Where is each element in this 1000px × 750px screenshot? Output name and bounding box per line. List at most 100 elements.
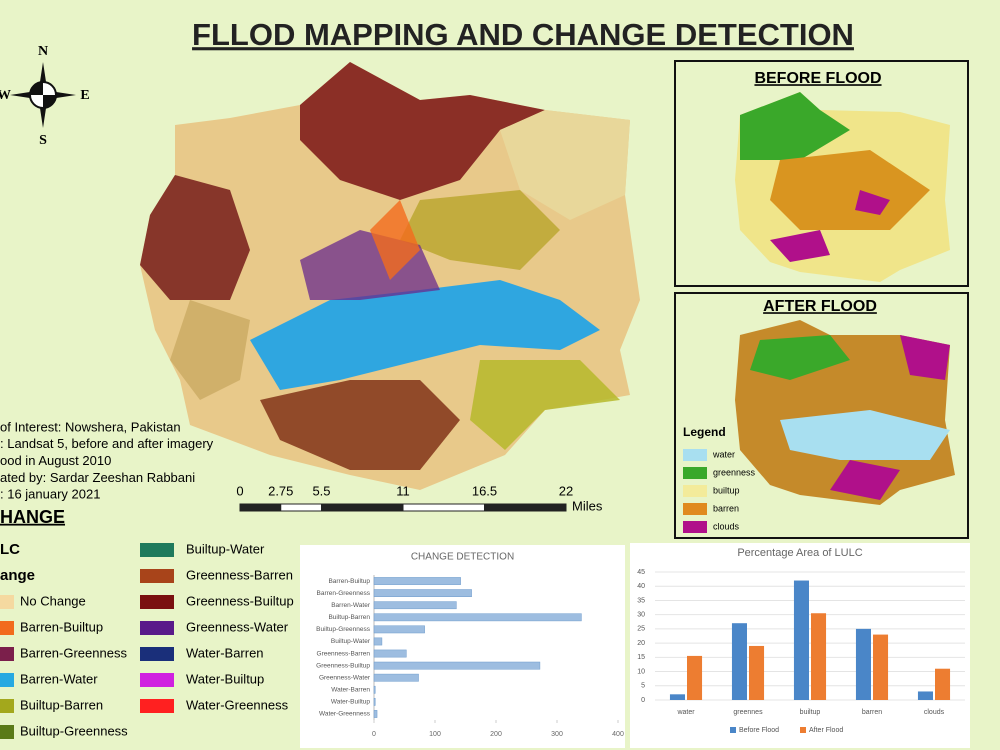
- y-tick-label: Water-Builtup: [331, 699, 371, 706]
- before-flood-frame: [674, 60, 969, 287]
- change-label: Water-Barren: [186, 645, 264, 660]
- bar: [373, 673, 419, 682]
- x-tick-label: 300: [551, 731, 563, 738]
- scale-segment: [239, 503, 282, 512]
- bar: [917, 691, 933, 700]
- bar: [687, 655, 703, 700]
- change-swatch: [0, 647, 14, 661]
- change-swatch: [140, 569, 174, 583]
- bar: [373, 577, 461, 585]
- change-swatch: [140, 595, 174, 609]
- x-tick-label: greennes: [733, 709, 763, 716]
- legend-label: builtup: [713, 485, 740, 495]
- y-tick-label: Greenness-Barren: [317, 650, 371, 657]
- bar: [373, 661, 541, 670]
- change-label: Builtup-Water: [186, 541, 265, 556]
- legend-swatch: [683, 521, 707, 533]
- change-swatch: [0, 621, 14, 635]
- legend-title: Legend: [683, 425, 726, 439]
- y-tick-label: 40: [637, 583, 645, 590]
- y-tick-label: 20: [637, 640, 645, 647]
- compass-w: W: [0, 88, 11, 103]
- bar: [811, 613, 827, 700]
- y-tick-label: Barren-Builtup: [328, 578, 370, 585]
- y-tick-label: Barren-Greenness: [317, 590, 371, 597]
- change-swatch: [0, 699, 14, 713]
- y-tick-label: Builtup-Water: [331, 638, 371, 645]
- change-label: Greenness-Barren: [186, 567, 293, 582]
- bar: [935, 668, 951, 700]
- legend-swatch: [800, 727, 806, 733]
- change-swatch: [0, 673, 14, 687]
- change-heading: HANGE: [0, 507, 65, 527]
- bar: [373, 613, 582, 622]
- scale-unit: Miles: [572, 498, 603, 513]
- main-map: [140, 62, 640, 490]
- info-line: ated by: Sardar Zeeshan Rabbani: [0, 470, 195, 485]
- scale-label: 16.5: [472, 483, 497, 498]
- bar: [373, 589, 472, 597]
- change-label: Greenness-Builtup: [186, 593, 294, 608]
- scale-segment: [484, 503, 567, 512]
- y-tick-label: Greenness-Water: [319, 674, 371, 681]
- chart-title: Percentage Area of LULC: [737, 547, 862, 559]
- x-tick-label: 100: [429, 731, 441, 738]
- change-label: Barren-Water: [20, 671, 98, 686]
- change-swatch: [0, 595, 14, 609]
- scale-label: 11: [396, 483, 410, 498]
- y-tick-label: 10: [637, 668, 645, 675]
- compass: N S W E: [0, 44, 90, 148]
- change-label: Builtup-Greenness: [20, 723, 128, 738]
- info-line: : Landsat 5, before and after imagery: [0, 436, 214, 451]
- bar: [731, 623, 747, 700]
- bar: [373, 637, 383, 646]
- after-flood-map: [735, 320, 955, 505]
- change-label: Water-Greenness: [186, 697, 289, 712]
- chart-panel: [300, 545, 625, 748]
- info-line: of Interest: Nowshera, Pakistan: [0, 419, 181, 434]
- after-flood-frame: [674, 292, 969, 539]
- title: FLLOD MAPPING AND CHANGE DETECTION: [192, 17, 854, 52]
- bar: [669, 694, 685, 700]
- change-swatch: [0, 725, 14, 739]
- change-group: ange: [0, 567, 35, 584]
- change-swatch: [140, 543, 174, 557]
- bar: [373, 625, 425, 634]
- chart-title: CHANGE DETECTION: [411, 552, 514, 563]
- info-line: : 16 january 2021: [0, 487, 100, 502]
- legend-label: barren: [713, 503, 739, 513]
- change-label: Barren-Greenness: [20, 645, 127, 660]
- change-label: Greenness-Water: [186, 619, 289, 634]
- compass-e: E: [80, 88, 89, 103]
- legend-label: Before Flood: [739, 727, 779, 734]
- y-tick-label: 25: [637, 626, 645, 633]
- legend-swatch: [683, 467, 707, 479]
- change-label: No Change: [20, 593, 86, 608]
- y-tick-label: Water-Greenness: [319, 711, 371, 718]
- scale-segment: [402, 503, 485, 512]
- legend-swatch: [683, 449, 707, 461]
- bar: [373, 601, 457, 610]
- change-swatch: [140, 647, 174, 661]
- change-legend: No Change Barren-Builtup Barren-Greenness B…: [0, 541, 294, 739]
- x-tick-label: barren: [862, 709, 882, 716]
- y-tick-label: 5: [641, 683, 645, 690]
- change-label: Barren-Builtup: [20, 619, 103, 634]
- scale-label: 0: [236, 483, 243, 498]
- legend-label: After Flood: [809, 727, 843, 734]
- change-swatch: [140, 673, 174, 687]
- bar: [793, 580, 809, 700]
- before-flood-title: BEFORE FLOOD: [754, 70, 881, 87]
- legend-swatch: [683, 485, 707, 497]
- change-label: Water-Builtup: [186, 671, 264, 686]
- y-tick-label: 0: [641, 697, 645, 704]
- legend-label: greenness: [713, 467, 756, 477]
- change-swatch: [140, 699, 174, 713]
- bar: [373, 649, 407, 658]
- x-tick-label: water: [676, 709, 695, 716]
- before-flood-map: [735, 92, 950, 282]
